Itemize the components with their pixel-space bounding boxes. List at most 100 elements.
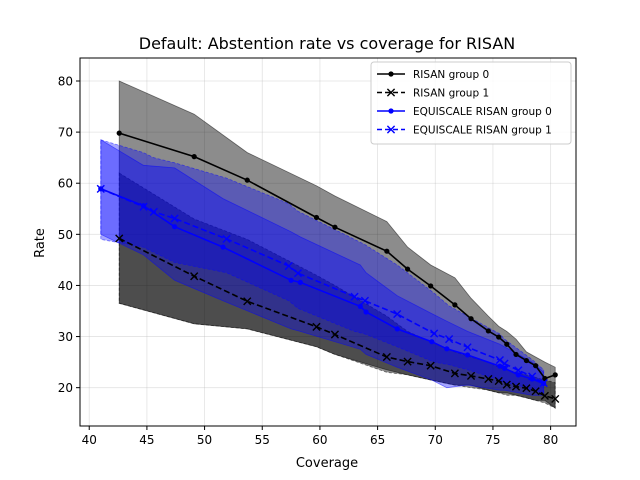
equiscale-risan-group-1-point [222, 234, 231, 244]
risan-group-1-point [540, 391, 549, 400]
x-marker-stroke [500, 359, 509, 368]
risan-group-0-point [533, 363, 539, 369]
legend-marker [388, 71, 394, 77]
risan-group-0-point [404, 266, 411, 272]
equiscale-risan-group-0-point [357, 303, 363, 309]
equiscale-risan-group-1-point [149, 207, 158, 216]
risan-group-1-point [243, 297, 252, 306]
equiscale-risan-group-1-line [100, 188, 545, 384]
x-tick-label: 55 [255, 433, 270, 447]
equiscale-risan-group-1-point [293, 269, 303, 278]
x-marker-stroke [96, 184, 105, 193]
x-marker-stroke [539, 378, 548, 388]
legend-box [370, 61, 572, 145]
x-tick-label: 60 [312, 433, 327, 447]
risan-group-0-point [384, 248, 390, 254]
equiscale-risan-group-1-point [500, 359, 509, 368]
x-marker-stroke [495, 355, 504, 365]
legend-marker [386, 125, 396, 134]
risan-group-1-point [330, 330, 340, 339]
x-axis-label: Coverage [296, 456, 358, 471]
legend-label: RISAN group 0 [413, 69, 489, 81]
equiscale-risan-group-0-point [297, 279, 303, 285]
risan-group-1-point [450, 369, 459, 378]
x-marker-stroke [382, 352, 391, 362]
risan-group-1-point [426, 361, 435, 370]
risan-group-0-point [191, 154, 197, 160]
equiscale-risan-group-1-point [96, 184, 105, 193]
equiscale-risan-group-1-point [539, 378, 548, 388]
risan-group-1-point [531, 387, 540, 396]
risan-group-1-point [115, 234, 124, 243]
y-tick-label: 20 [58, 381, 73, 395]
risan-group-1-point [190, 272, 199, 281]
x-marker-stroke [445, 335, 454, 344]
x-marker-stroke [484, 374, 493, 384]
x-marker-stroke [170, 214, 179, 223]
risan-group-1-point [522, 384, 531, 393]
equiscale-risan-group-0-point [515, 372, 521, 378]
equiscale-risan-group-0-point [444, 346, 450, 352]
equiscale-risan-group-0-point [394, 326, 400, 332]
x-marker-stroke [149, 207, 158, 216]
x-marker-stroke [403, 357, 412, 366]
x-marker-stroke [502, 380, 511, 389]
equiscale-risan-group-1-point [139, 202, 148, 211]
x-marker-stroke [551, 394, 560, 404]
x-marker-stroke [139, 202, 148, 211]
legend-label: EQUISCALE RISAN group 0 [413, 106, 552, 118]
x-tick-label: 50 [197, 433, 212, 447]
risan-group-1-point [484, 374, 493, 384]
risan-group-1-point [403, 357, 412, 366]
x-marker-stroke [463, 343, 472, 352]
equiscale-risan-group-0-point [363, 309, 369, 315]
risan-group-0-point [485, 328, 491, 334]
x-marker-stroke [531, 387, 540, 396]
risan-group-0-point [116, 130, 122, 136]
axis-ticks: 40 45 50 55 60 65 70 75 80 20 30 40 50 60 70 80 [58, 75, 559, 448]
risan-group-1-point [494, 376, 503, 386]
risan-group-0-point [504, 341, 510, 347]
equiscale-risan-group-0-point [429, 339, 435, 345]
x-tick-label: 40 [82, 433, 97, 447]
x-tick-label: 45 [139, 433, 154, 447]
equiscale-risan-group-1-point [393, 309, 402, 319]
x-marker-stroke [293, 269, 303, 278]
x-marker-stroke [386, 88, 396, 97]
equiscale-risan-group-1-point [514, 366, 523, 375]
x-marker-stroke [450, 369, 459, 378]
risan-group-0-point [332, 224, 338, 230]
x-marker-stroke [115, 234, 124, 243]
legend: RISAN group 0 RISAN group 1 EQUISCALE RISA… [370, 61, 572, 145]
x-tick-label: 75 [485, 433, 500, 447]
y-tick-label: 70 [58, 126, 73, 140]
equiscale-risan-group-1-point [360, 296, 370, 305]
chart-title: Default: Abstention rate vs coverage for… [139, 34, 516, 53]
risan-group-1-point [502, 380, 511, 389]
y-tick-label: 30 [58, 330, 73, 344]
y-axis-label: Rate [33, 228, 48, 258]
x-tick-label: 70 [428, 433, 443, 447]
equiscale-risan-group-1-point [350, 292, 359, 301]
equiscale-risan-group-0-point [288, 277, 294, 283]
x-marker-stroke [522, 384, 531, 393]
risan-group-1-line [118, 237, 556, 400]
risan-group-0-point [428, 283, 434, 289]
y-tick-label: 60 [58, 177, 73, 191]
x-marker-stroke [284, 261, 293, 271]
equiscale-risan-group-1-point [495, 355, 504, 365]
x-marker-stroke [528, 372, 537, 381]
risan-group-0-point [452, 302, 458, 308]
risan-group-1-point [382, 352, 391, 362]
x-marker-stroke [494, 376, 503, 386]
x-marker-stroke [393, 309, 402, 319]
equiscale-risan-group-0-point [501, 365, 508, 371]
risan-group-0-point [313, 214, 320, 221]
equiscale-risan-group-1-band [100, 139, 545, 394]
equiscale-risan-group-1-point [170, 214, 179, 223]
risan-group-0-point [244, 177, 250, 183]
x-marker-stroke [360, 296, 370, 305]
y-tick-label: 40 [58, 279, 73, 293]
x-marker-stroke [430, 329, 439, 338]
